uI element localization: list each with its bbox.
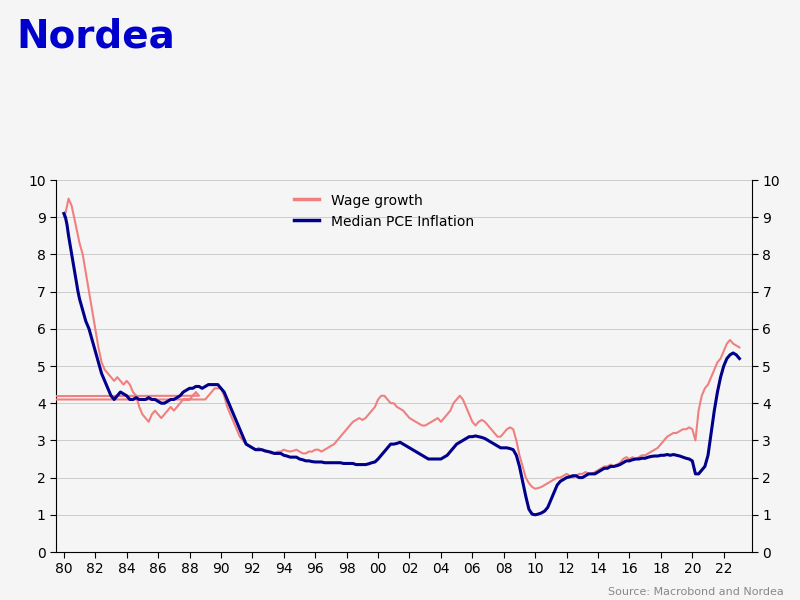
Text: Nordea: Nordea [16, 18, 174, 56]
Legend: Wage growth, Median PCE Inflation: Wage growth, Median PCE Inflation [287, 187, 481, 236]
Text: Source: Macrobond and Nordea: Source: Macrobond and Nordea [608, 587, 784, 597]
